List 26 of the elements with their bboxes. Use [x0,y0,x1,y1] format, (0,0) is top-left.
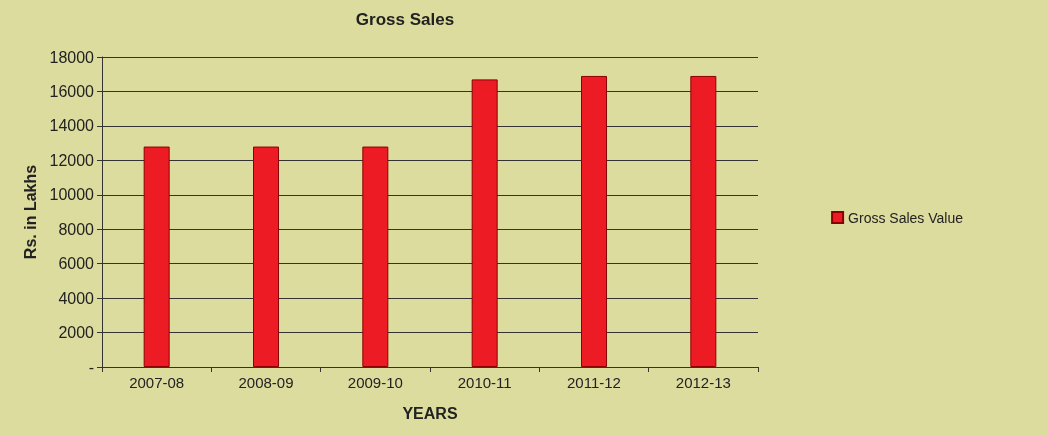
bar [362,146,389,367]
bar [690,75,717,367]
y-tick-label: 4000 [58,289,95,307]
y-tick-label: 18000 [49,48,95,66]
x-tick-label: 2008-09 [238,374,294,391]
y-tick-label: - [88,358,94,376]
x-tick-label: 2009-10 [347,374,403,391]
y-tick-label: 14000 [49,117,95,135]
bar [253,146,279,367]
x-tick-label: 2011-12 [567,374,621,391]
y-tick-label: 10000 [49,186,95,204]
y-tick-label: 8000 [58,220,95,238]
x-tick-label: 2010-11 [457,374,512,391]
y-tick-label: 12000 [49,151,95,169]
y-tick-label: 16000 [49,82,95,100]
y-axis-title: Rs. in Lakhs [22,164,40,260]
chart-title: Gross Sales [355,10,455,29]
y-tick-label: 6000 [58,255,95,273]
x-axis-title: YEARS [402,404,458,422]
x-tick-label: 2012-13 [675,374,731,391]
y-tick-label: 2000 [58,324,95,342]
x-tick-label: 2007-08 [129,374,185,391]
bar [143,146,170,367]
legend-label: Gross Sales Value [848,209,964,226]
bar [471,79,498,367]
bar [581,75,607,367]
